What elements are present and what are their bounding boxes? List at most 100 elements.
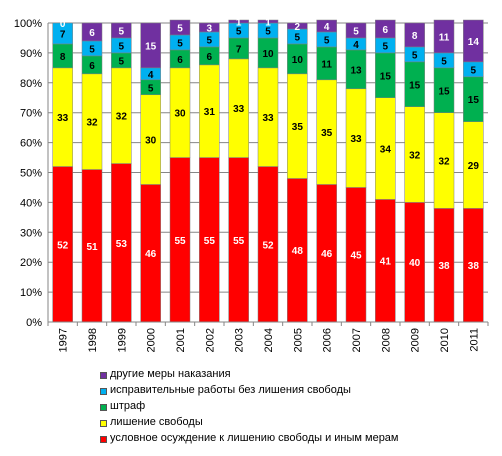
x-tick-label: 2000 — [146, 328, 158, 352]
bar-segment — [433, 19, 455, 54]
data-label: 5 — [89, 44, 95, 55]
legend-swatch — [100, 388, 107, 395]
data-label: 5 — [177, 38, 183, 49]
data-label: 32 — [86, 118, 98, 129]
data-label: 7 — [236, 44, 242, 55]
data-label: 5 — [148, 83, 154, 94]
data-label: 10 — [262, 49, 274, 60]
data-label: 32 — [438, 157, 450, 168]
x-tick-label: 2009 — [410, 328, 422, 352]
x-tick-label: 1999 — [116, 328, 128, 352]
bar-segment — [375, 19, 396, 39]
x-tick-label: 1998 — [87, 328, 99, 352]
data-label: 7 — [60, 29, 66, 40]
data-label: 6 — [177, 55, 183, 66]
x-tick-label: 2001 — [175, 328, 187, 352]
data-label: 33 — [233, 104, 245, 115]
bar-segment — [257, 19, 279, 24]
data-label: 5 — [119, 41, 125, 52]
data-label: 45 — [350, 251, 362, 262]
bar-segment — [404, 22, 425, 48]
bar-segment — [316, 19, 337, 33]
data-label: 29 — [468, 161, 480, 172]
bar-segment — [140, 22, 161, 69]
data-label: 2 — [295, 22, 301, 33]
data-label: 15 — [409, 80, 421, 91]
data-label: 5 — [412, 50, 418, 61]
data-label: 4 — [324, 22, 330, 33]
bar-segment — [199, 22, 220, 33]
data-label: 5 — [471, 65, 477, 76]
data-label: 14 — [468, 37, 480, 48]
bar-segment — [52, 22, 73, 45]
x-axis: 1997 1998 1999 2000 2001 2002 2003 2004 2005 2006… — [47, 321, 489, 352]
data-label: 46 — [321, 249, 333, 260]
data-label: 6 — [89, 61, 95, 72]
y-tick-label: 80% — [20, 78, 42, 90]
y-tick-label: 60% — [20, 138, 42, 150]
data-label: 51 — [86, 242, 98, 253]
data-label: 52 — [262, 240, 274, 251]
data-label: 11 — [321, 59, 332, 70]
data-label: 4 — [353, 40, 359, 51]
data-label: 8 — [412, 31, 418, 42]
data-label: 55 — [204, 236, 216, 247]
data-label: 5 — [441, 56, 447, 67]
data-label: 48 — [292, 246, 304, 257]
legend-swatch — [100, 420, 107, 427]
x-tick-label: 2010 — [439, 328, 451, 352]
data-label: 35 — [292, 122, 304, 133]
data-label: 38 — [438, 261, 450, 272]
y-tick-label: 20% — [20, 257, 42, 269]
y-axis: 0% 10% 20% 30% 40% 50% 60% 70% 80% 90% 100% — [14, 18, 49, 329]
data-label: 0 — [60, 19, 66, 30]
data-label: 5 — [207, 35, 213, 46]
legend-label: другие меры наказания — [110, 368, 231, 380]
x-tick-label: 2004 — [263, 328, 275, 352]
x-tick-label: 2007 — [351, 328, 363, 352]
data-label: 40 — [409, 258, 421, 269]
data-label: 35 — [321, 128, 333, 139]
data-label: 5 — [324, 35, 330, 46]
data-label: 30 — [145, 136, 157, 147]
x-tick-label: 1997 — [58, 328, 70, 352]
data-label: 33 — [350, 134, 362, 145]
data-label: 10 — [292, 55, 304, 66]
legend-swatch — [100, 372, 107, 379]
legend-label: лишение свободы — [110, 416, 203, 428]
data-label: 1 — [265, 18, 271, 29]
data-label: 55 — [233, 236, 245, 247]
data-label: 5 — [295, 32, 301, 43]
data-label: 6 — [207, 52, 213, 63]
x-tick-label: 2008 — [380, 328, 392, 352]
bar-segment — [169, 19, 191, 36]
x-tick-label: 2002 — [204, 328, 216, 352]
y-tick-label: 100% — [14, 18, 42, 30]
data-label: 11 — [439, 32, 450, 43]
bar-segment — [463, 19, 484, 63]
y-tick-label: 0% — [26, 317, 42, 329]
x-tick-label: 2011 — [468, 328, 480, 352]
data-label: 5 — [119, 56, 125, 67]
data-label: 52 — [57, 240, 69, 251]
data-label: 5 — [119, 26, 125, 37]
data-label: 33 — [262, 113, 274, 124]
x-tick-label: 2005 — [292, 328, 304, 352]
data-label: 5 — [383, 41, 389, 52]
bar-segment — [345, 22, 367, 39]
data-label: 15 — [145, 41, 157, 52]
data-label: 13 — [350, 65, 362, 76]
data-label: 30 — [174, 109, 186, 120]
y-tick-label: 70% — [20, 108, 42, 120]
bar-segment — [228, 19, 249, 24]
legend-swatch — [100, 404, 107, 411]
y-tick-label: 10% — [20, 287, 42, 299]
data-label: 15 — [380, 71, 392, 82]
y-tick-label: 90% — [20, 48, 42, 60]
data-label: 6 — [383, 25, 389, 36]
bar-segment — [111, 22, 132, 39]
legend-label: условное осуждение к лишению свободы и и… — [110, 432, 399, 444]
data-label: 46 — [145, 249, 157, 260]
data-label: 8 — [60, 52, 66, 63]
